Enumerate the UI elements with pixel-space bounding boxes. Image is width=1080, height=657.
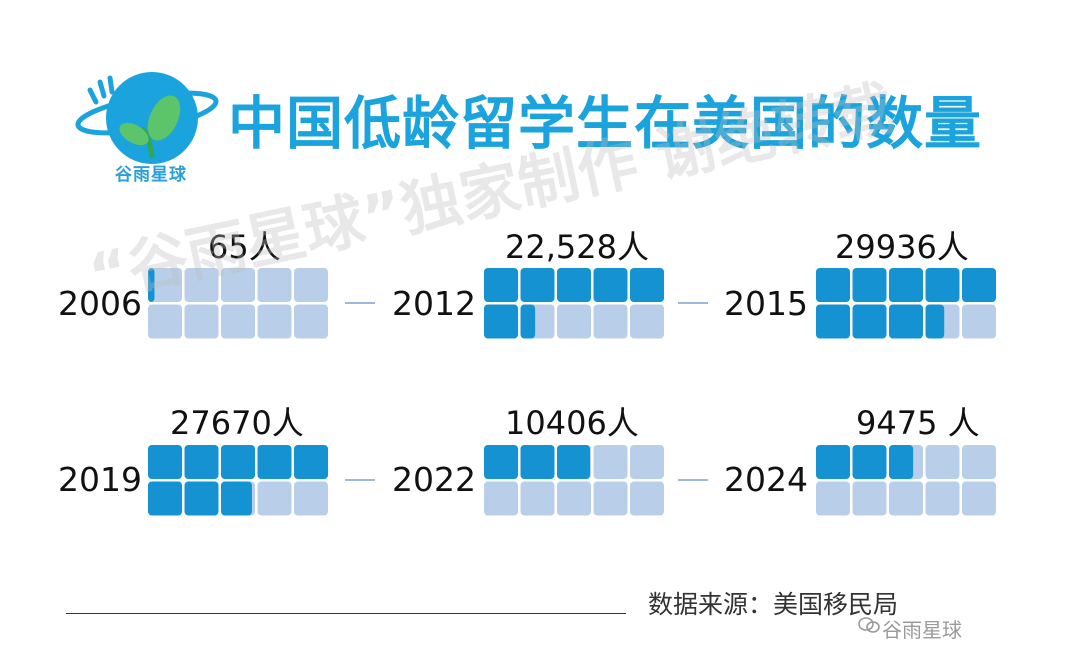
waffle-cell xyxy=(557,304,591,339)
waffle-cell xyxy=(852,481,887,516)
waffle-cell-filled xyxy=(962,268,996,302)
waffle-cell xyxy=(593,304,628,339)
waffle-cell xyxy=(221,268,255,302)
waffle-cell-filled xyxy=(925,304,945,339)
chart-title: 中国低龄留学生在美国的数量 xyxy=(228,91,982,157)
waffle-cell-filled xyxy=(852,268,887,302)
waffle-cell xyxy=(593,481,628,516)
waffle-2012 xyxy=(484,268,664,339)
waffle-cell-filled xyxy=(148,268,155,302)
waffle-cell-filled xyxy=(520,268,555,302)
value-label-2015: 29936人 xyxy=(835,228,969,266)
watermark-text: 谷雨星球 xyxy=(882,618,962,642)
connector-line xyxy=(345,302,375,304)
value-label-2022: 10406人 xyxy=(505,404,639,442)
waffle-cell xyxy=(148,304,182,339)
waffle-cell xyxy=(257,268,292,302)
waffle-2015 xyxy=(816,268,996,339)
value-label-2012: 22,528人 xyxy=(505,228,649,266)
waffle-cell-filled xyxy=(484,445,518,479)
waffle-cell-filled xyxy=(257,445,292,479)
waffle-cell xyxy=(520,481,555,516)
year-label-2022: 2022 xyxy=(392,460,476,499)
waffle-cell-filled xyxy=(484,304,518,339)
value-label-2019: 27670人 xyxy=(170,404,304,442)
waffle-cell xyxy=(294,481,328,516)
waffle-cell-filled xyxy=(557,268,591,302)
waffle-cell-filled xyxy=(520,445,555,479)
waffle-cell xyxy=(184,268,219,302)
waffle-cell-filled xyxy=(557,445,590,479)
waffle-cell-filled xyxy=(184,445,219,479)
waffle-cell-filled xyxy=(294,445,328,479)
waffle-cell-filled xyxy=(630,268,664,302)
waffle-cell xyxy=(593,445,628,479)
waffle-cell xyxy=(294,268,328,302)
waffle-2006 xyxy=(148,268,328,339)
value-label-2024: 9475 人 xyxy=(856,404,980,442)
waffle-cell-filled xyxy=(184,481,219,516)
year-label-2024: 2024 xyxy=(724,460,808,499)
waffle-cell-filled xyxy=(484,268,518,302)
waffle-cell xyxy=(816,481,850,516)
connector-line xyxy=(678,479,708,481)
waffle-cell-filled xyxy=(852,304,887,339)
waffle-cell xyxy=(221,304,255,339)
wechat-icon xyxy=(858,617,880,633)
waffle-cell xyxy=(962,304,996,339)
waffle-cell-filled xyxy=(889,268,923,302)
waffle-cell xyxy=(630,445,664,479)
waffle-cell xyxy=(630,304,664,339)
source-divider xyxy=(66,613,626,614)
globe-sprout-icon xyxy=(75,72,219,164)
waffle-cell-filled xyxy=(852,445,887,479)
waffle-2024 xyxy=(816,445,996,516)
waffle-cell-filled xyxy=(889,445,914,479)
waffle-cell-filled xyxy=(889,304,923,339)
waffle-cell-filled xyxy=(148,481,182,516)
waffle-cell xyxy=(889,481,923,516)
waffle-cell xyxy=(962,481,996,516)
waffle-2019 xyxy=(148,445,328,516)
waffle-cell-filled xyxy=(221,445,255,479)
waffle-2022 xyxy=(484,445,664,516)
year-label-2015: 2015 xyxy=(724,284,808,323)
connector-line xyxy=(678,302,708,304)
waffle-cell-filled xyxy=(816,445,850,479)
data-source: 数据来源：美国移民局 xyxy=(648,590,899,619)
waffle-cell-filled xyxy=(221,481,252,516)
year-label-2006: 2006 xyxy=(58,284,142,323)
waffle-cell-filled xyxy=(520,304,536,339)
waffle-cell-filled xyxy=(593,268,628,302)
logo-text: 谷雨星球 xyxy=(115,165,187,185)
waffle-cell xyxy=(630,481,664,516)
connector-line xyxy=(345,479,375,481)
waffle-cell-filled xyxy=(816,304,850,339)
value-label-2006: 65人 xyxy=(208,228,281,266)
waffle-cell xyxy=(962,445,996,479)
waffle-cell xyxy=(257,481,292,516)
waffle-cell xyxy=(925,445,960,479)
waffle-cell xyxy=(148,268,182,302)
waffle-cell xyxy=(294,304,328,339)
year-label-2012: 2012 xyxy=(392,284,476,323)
waffle-cell xyxy=(557,481,591,516)
waffle-cell-filled xyxy=(816,268,850,302)
waffle-cell xyxy=(925,481,960,516)
waffle-cell-filled xyxy=(148,445,182,479)
waffle-cell xyxy=(484,481,518,516)
waffle-cell-filled xyxy=(925,268,960,302)
waffle-cell xyxy=(257,304,292,339)
year-label-2019: 2019 xyxy=(58,460,142,499)
waffle-cell xyxy=(184,304,219,339)
